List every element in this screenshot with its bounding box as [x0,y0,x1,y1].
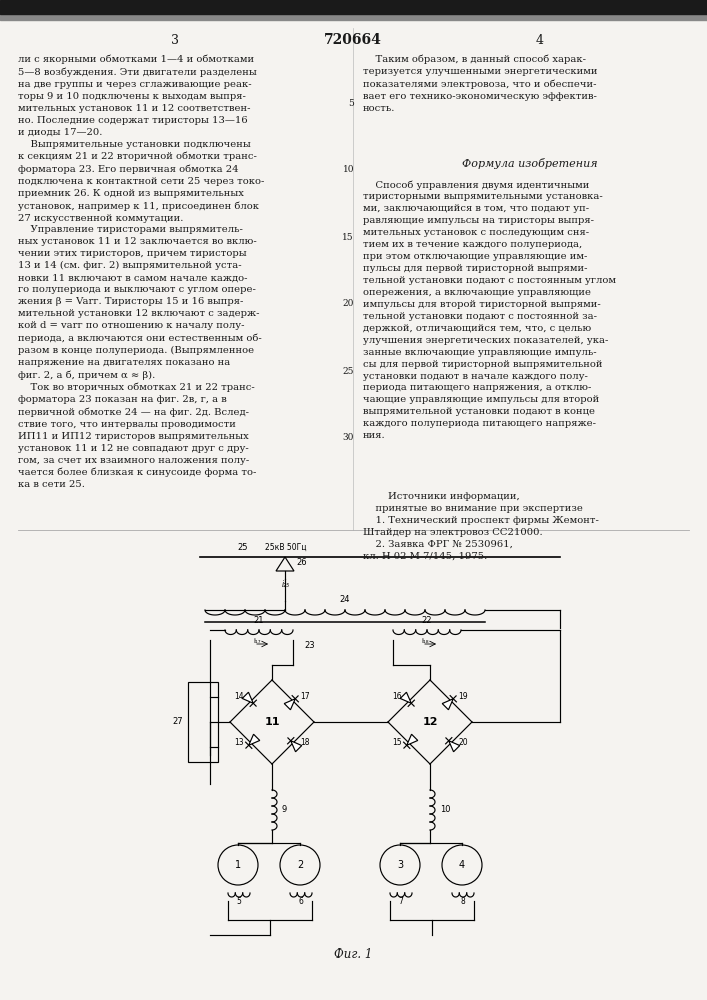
Text: 3: 3 [171,33,179,46]
Text: 23: 23 [305,641,315,650]
Polygon shape [400,692,411,703]
Text: i₂₅: i₂₅ [282,580,290,589]
Text: 30: 30 [343,434,354,442]
Text: 15: 15 [342,232,354,241]
Text: ли с якорными обмотками 1—4 и обмотками
5—8 возбуждения. Эти двигатели разделены: ли с якорными обмотками 1—4 и обмотками … [18,55,264,489]
Text: 9: 9 [282,806,287,814]
Text: 7: 7 [399,897,404,906]
Text: 22: 22 [422,616,432,625]
Text: 10: 10 [342,165,354,174]
Text: 11: 11 [264,717,280,727]
Text: 16: 16 [392,692,402,701]
Text: 4: 4 [459,860,465,870]
Polygon shape [443,699,453,710]
Text: 20: 20 [343,300,354,308]
Text: 25кВ 50Гц: 25кВ 50Гц [265,543,307,552]
Text: Таким образом, в данный способ харак-
теризуется улучшенными энергетическими
пок: Таким образом, в данный способ харак- те… [363,55,597,113]
Bar [188,682,218,762]
Text: Способ управления двумя идентичными
тиристорными выпрямительными установка-
ми, : Способ управления двумя идентичными тири… [363,180,616,440]
Text: 10: 10 [440,806,450,814]
Text: i₁₈: i₁₈ [421,638,428,644]
Polygon shape [407,734,418,745]
Text: 14: 14 [234,692,244,701]
Bar [0,14,707,20]
Text: 3: 3 [397,860,403,870]
Polygon shape [449,741,460,752]
Bar [0,0,707,14]
Text: 1: 1 [235,860,241,870]
Text: Источники информации,
    принятые во внимание при экспертизе
    1. Технический: Источники информации, принятые во вниман… [363,492,599,561]
Text: 25: 25 [238,543,248,552]
Text: 21: 21 [254,616,264,625]
Text: 19: 19 [458,692,468,701]
Text: 13: 13 [234,738,244,747]
Text: 8: 8 [461,897,465,906]
Text: Формула изобретения: Формула изобретения [462,158,598,169]
Text: 18: 18 [300,738,310,747]
Polygon shape [249,734,259,745]
Text: i₁₇: i₁₇ [253,638,260,644]
Text: 27: 27 [173,718,183,726]
Text: 720664: 720664 [324,33,382,47]
Text: Фиг. 1: Фиг. 1 [334,948,372,962]
Polygon shape [243,692,253,703]
Text: 12: 12 [422,717,438,727]
Polygon shape [291,741,302,752]
Text: 26: 26 [296,558,307,567]
Text: 4: 4 [536,33,544,46]
Text: 5: 5 [237,897,241,906]
Text: 20: 20 [458,738,468,747]
Polygon shape [284,699,296,710]
Text: 24: 24 [340,595,350,604]
Text: 6: 6 [298,897,303,906]
Text: 17: 17 [300,692,310,701]
Text: 15: 15 [392,738,402,747]
Text: 25: 25 [342,366,354,375]
Text: 2: 2 [297,860,303,870]
Text: 5: 5 [348,99,354,107]
